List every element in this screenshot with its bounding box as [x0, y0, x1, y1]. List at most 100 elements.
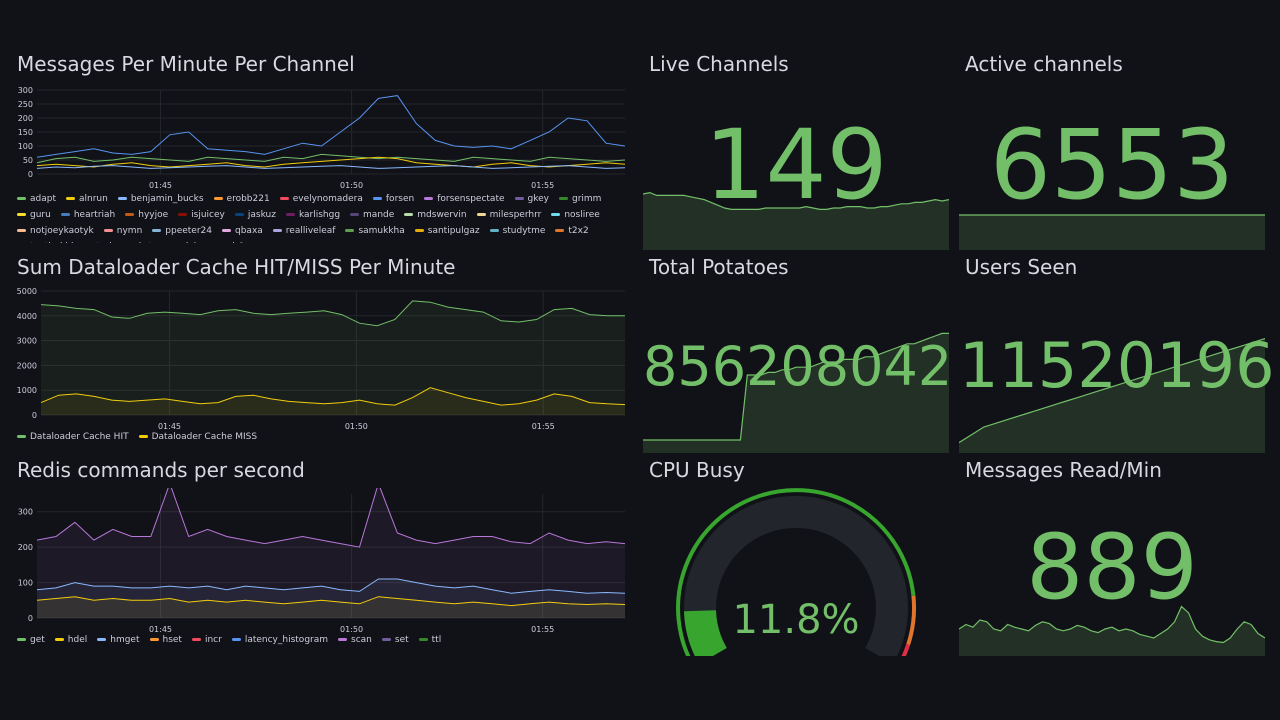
y-tick-label: 3000: [17, 337, 37, 346]
users-seen-value: 11520196: [959, 329, 1275, 402]
legend-item[interactable]: forsenspectate: [424, 191, 505, 207]
legend-item[interactable]: samukkha: [345, 223, 405, 239]
panel-title[interactable]: Sum Dataloader Cache HIT/MISS Per Minute: [17, 255, 456, 279]
legend-item[interactable]: milesperhrr: [476, 207, 541, 223]
legend-item[interactable]: latency_histogram: [231, 632, 328, 648]
panel-title[interactable]: Messages Read/Min: [965, 458, 1162, 482]
live-channels-sparkline: [643, 191, 949, 250]
legend-item[interactable]: adapt: [17, 191, 56, 207]
legend-item[interactable]: nosliree: [551, 207, 600, 223]
legend-label: nymn: [116, 226, 143, 236]
legend-label: vixi: [181, 242, 197, 243]
legend-swatch: [285, 213, 295, 216]
legend-item[interactable]: studytme: [489, 223, 545, 239]
legend-swatch: [555, 229, 565, 232]
legend-item[interactable]: nymn: [103, 223, 143, 239]
legend-item[interactable]: wuh6: [206, 239, 244, 243]
legend-item[interactable]: notjoeykaotyk: [17, 223, 94, 239]
legend-item[interactable]: alnrun: [66, 191, 108, 207]
legend-item[interactable]: hdel: [54, 632, 87, 648]
panel-title[interactable]: Total Potatoes: [649, 255, 789, 279]
legend-swatch: [191, 638, 201, 641]
legend-label: guru: [30, 210, 51, 220]
panel-title[interactable]: Live Channels: [649, 52, 789, 76]
legend-item[interactable]: t2x2: [555, 223, 589, 239]
legend-label: jaskuz: [247, 210, 276, 220]
series-area: [37, 596, 625, 618]
series-line: [36, 95, 626, 158]
legend-item[interactable]: hyyjoe: [125, 207, 168, 223]
legend-item[interactable]: mdswervin: [404, 207, 467, 223]
y-tick-label: 100: [18, 142, 33, 151]
legend-item[interactable]: trainwreckstv: [83, 239, 157, 243]
panel-title[interactable]: CPU Busy: [649, 458, 745, 482]
legend-item[interactable]: evelynomadera: [279, 191, 363, 207]
y-tick-label: 300: [18, 86, 33, 95]
legend-item[interactable]: qbaxa: [222, 223, 263, 239]
y-tick-label: 50: [23, 156, 33, 165]
legend-label: hmget: [110, 635, 140, 645]
legend-label: hyyjoe: [138, 210, 169, 220]
legend-label: mdswervin: [417, 210, 467, 220]
legend-item[interactable]: realliveleaf: [272, 223, 335, 239]
legend-item[interactable]: vixi: [168, 239, 197, 243]
panel-title[interactable]: Users Seen: [965, 255, 1078, 279]
legend-item[interactable]: gkey: [514, 191, 549, 207]
legend-item[interactable]: ttl: [418, 632, 441, 648]
series-line: [36, 165, 626, 169]
series-line: [40, 387, 626, 406]
legend-label: incr: [204, 635, 222, 645]
legend-item[interactable]: incr: [191, 632, 222, 648]
legend-item[interactable]: benjamin_bucks: [117, 191, 204, 207]
x-tick-label: 01:50: [340, 181, 363, 190]
legend-swatch: [117, 197, 127, 200]
legend-item[interactable]: Dataloader Cache MISS: [138, 429, 257, 445]
legend-item[interactable]: guru: [17, 207, 51, 223]
redis-chart[interactable]: 0 100 200 300 01:45 01:50 01:55: [17, 488, 629, 636]
legend-label: benjamin_bucks: [130, 194, 204, 204]
legend-item[interactable]: jaskuz: [234, 207, 276, 223]
legend-item[interactable]: hmget: [97, 632, 140, 648]
legend-item[interactable]: santipulgaz: [414, 223, 480, 239]
legend-item[interactable]: get: [17, 632, 45, 648]
legend-label: hset: [162, 635, 182, 645]
legend-item[interactable]: set: [381, 632, 409, 648]
legend-item[interactable]: ppeeter24: [152, 223, 212, 239]
legend-item[interactable]: isjuicey: [178, 207, 225, 223]
legend-item[interactable]: erobb221: [213, 191, 270, 207]
sparkline-area: [643, 333, 949, 453]
legend-item[interactable]: hset: [149, 632, 182, 648]
legend-item[interactable]: mande: [350, 207, 394, 223]
y-tick-label: 250: [18, 100, 33, 109]
messages-per-minute-chart[interactable]: 0 50 100 150 200 250 300 01:45 01:50 01:55: [17, 84, 629, 192]
legend-swatch: [152, 229, 162, 232]
legend-swatch: [476, 213, 486, 216]
legend-item[interactable]: toptierkid: [17, 239, 73, 243]
legend-item[interactable]: Dataloader Cache HIT: [17, 429, 129, 445]
panel-title[interactable]: Messages Per Minute Per Channel: [17, 52, 355, 76]
redis-legend: get hdel hmget hset incr latency_histogram sca…: [17, 632, 629, 650]
legend-label: erobb221: [226, 194, 270, 204]
legend-swatch: [372, 197, 382, 200]
legend-item[interactable]: grimm: [558, 191, 602, 207]
total-potatoes-value: 856208042: [643, 335, 953, 398]
sparkline-line: [643, 191, 949, 210]
y-tick-label: 1000: [17, 386, 37, 395]
x-tick-label: 01:55: [531, 181, 554, 190]
legend-label: grimm: [571, 194, 602, 204]
dataloader-chart[interactable]: 0 1000 2000 3000 4000 5000 01:45 01:50 01:55: [17, 285, 629, 433]
legend-item[interactable]: scan: [338, 632, 372, 648]
legend-swatch: [418, 638, 428, 641]
legend-item[interactable]: heartriah: [60, 207, 115, 223]
panel-title[interactable]: Redis commands per second: [17, 458, 305, 482]
legend-item[interactable]: karlishgg: [285, 207, 340, 223]
live-channels-panel: Live Channels 149: [643, 52, 949, 250]
y-tick-label: 300: [18, 508, 33, 517]
redis-panel: Redis commands per second 0 100 200 300 01:4…: [17, 458, 629, 650]
legend-item[interactable]: forsen: [372, 191, 414, 207]
legend-swatch: [404, 213, 414, 216]
legend-swatch: [514, 197, 524, 200]
panel-title[interactable]: Active channels: [965, 52, 1123, 76]
legend-swatch: [338, 638, 348, 641]
legend-swatch: [350, 213, 360, 216]
